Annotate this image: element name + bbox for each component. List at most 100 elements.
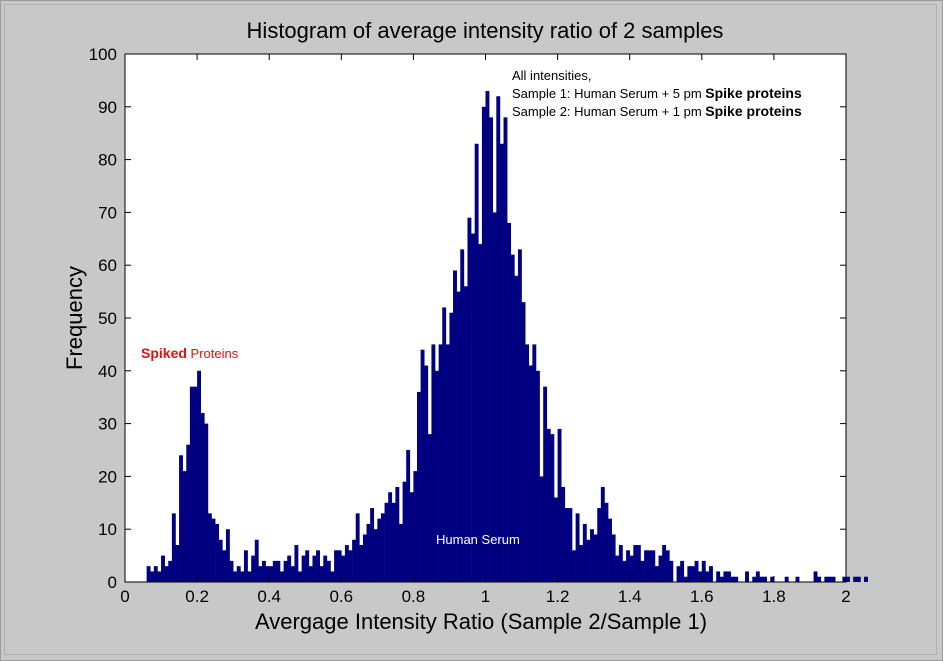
x-tick-label: 1	[481, 587, 490, 606]
histogram-bar	[654, 566, 659, 582]
histogram-bar	[593, 534, 598, 582]
histogram-bar	[305, 550, 310, 582]
histogram-bar	[525, 344, 530, 582]
histogram-bar	[445, 344, 450, 582]
histogram-bar	[164, 566, 169, 582]
histogram-bar	[287, 555, 292, 582]
histogram-bar	[597, 508, 602, 582]
histogram-bar	[254, 539, 259, 582]
histogram-bar	[370, 508, 375, 582]
histogram-bar	[698, 571, 703, 582]
annotation-sample-1: Sample 1: Human Serum + 5 pm Spike prote…	[512, 85, 802, 101]
histogram-bar	[626, 550, 631, 582]
histogram-bar	[535, 370, 540, 582]
histogram-bar	[611, 534, 616, 582]
annotation-spiked-bold: Spiked	[141, 345, 187, 361]
histogram-bar	[424, 365, 429, 582]
histogram-bar	[200, 413, 205, 582]
histogram-bar	[615, 555, 620, 582]
y-axis-label: Frequency	[62, 266, 87, 370]
histogram-bar	[532, 344, 537, 582]
x-tick-label: 1.4	[618, 587, 642, 606]
histogram-bar	[171, 513, 176, 582]
histogram-bar	[161, 555, 165, 582]
histogram-bar	[467, 217, 472, 582]
histogram-bar	[420, 349, 425, 582]
histogram-bar	[261, 560, 266, 582]
histogram-bar	[265, 566, 270, 582]
histogram-bar	[709, 566, 713, 582]
histogram-bar	[683, 576, 688, 582]
histogram-bar	[575, 513, 580, 582]
histogram-bar	[489, 117, 494, 583]
histogram-bar	[417, 391, 421, 582]
histogram-bar	[344, 545, 349, 582]
y-tick-label: 100	[89, 45, 117, 64]
histogram-bar	[734, 576, 739, 582]
y-tick-label: 50	[98, 309, 117, 328]
histogram-bar	[427, 434, 432, 582]
histogram-bar	[373, 529, 378, 582]
annotation-spiked-rest: Proteins	[187, 346, 239, 361]
histogram-bar	[813, 571, 818, 582]
histogram-bar	[207, 513, 212, 582]
y-tick-label: 30	[98, 415, 117, 434]
histogram-bar	[680, 560, 685, 582]
histogram-bar	[687, 566, 692, 582]
histogram-bar	[352, 539, 357, 582]
histogram-bar	[492, 212, 497, 582]
histogram-bar	[406, 450, 411, 582]
histogram-bar	[312, 555, 317, 582]
histogram-bar	[795, 576, 800, 582]
histogram-bar	[474, 143, 479, 582]
histogram-bar	[727, 571, 731, 582]
histogram-bar	[290, 566, 295, 582]
x-axis-ticks: 0 0.2 0.4 0.6 0.8 1 1.2 1.4 1.6 1.8 2	[120, 54, 851, 606]
histogram-bar	[572, 550, 576, 582]
histogram-bar	[481, 106, 486, 583]
histogram-bar	[384, 502, 389, 582]
histogram-bar	[856, 576, 861, 582]
histogram-bar	[409, 492, 414, 582]
annotation-sample-2-spike: Spike proteins	[705, 103, 802, 119]
histogram-bar	[755, 571, 760, 582]
histogram-bar	[348, 550, 353, 582]
histogram-bar	[604, 502, 609, 582]
histogram-bar	[719, 576, 724, 582]
histogram-bar	[222, 550, 227, 582]
histogram-bar	[669, 560, 674, 582]
histogram-bar	[247, 571, 252, 582]
y-tick-label: 90	[98, 98, 117, 117]
histogram-bar	[745, 571, 749, 582]
histogram-bar	[283, 560, 288, 582]
histogram-bar	[189, 386, 194, 582]
histogram-bar	[521, 302, 526, 582]
annotation-all-intensities: All intensities,	[512, 68, 591, 83]
histogram-bar	[186, 444, 191, 582]
histogram-bar	[168, 560, 173, 582]
histogram-bar	[193, 386, 198, 582]
histogram-bar	[272, 560, 277, 582]
annotation-sample-2: Sample 2: Human Serum + 1 pm Spike prote…	[512, 103, 802, 119]
histogram-bar	[662, 545, 667, 582]
histogram-bar	[600, 486, 605, 582]
histogram-bar	[341, 555, 346, 582]
histogram-bar	[330, 571, 335, 582]
histogram-bar	[391, 502, 396, 582]
histogram-bar	[175, 545, 180, 582]
y-tick-label: 80	[98, 151, 117, 170]
histogram-bar	[197, 370, 201, 582]
y-tick-label: 10	[98, 520, 117, 539]
histogram-bar	[665, 550, 670, 582]
histogram-bar	[225, 529, 230, 582]
x-tick-label: 0.4	[257, 587, 281, 606]
y-tick-label: 40	[98, 362, 117, 381]
histogram-bar	[456, 291, 461, 582]
histogram-bar	[864, 576, 868, 582]
histogram-bar	[723, 571, 728, 582]
histogram-bar	[182, 471, 187, 582]
histogram-bar	[337, 550, 342, 582]
annotation-spiked-proteins: Spiked Proteins	[141, 345, 239, 361]
histogram-bar	[413, 471, 418, 582]
histogram-bar	[323, 555, 328, 582]
